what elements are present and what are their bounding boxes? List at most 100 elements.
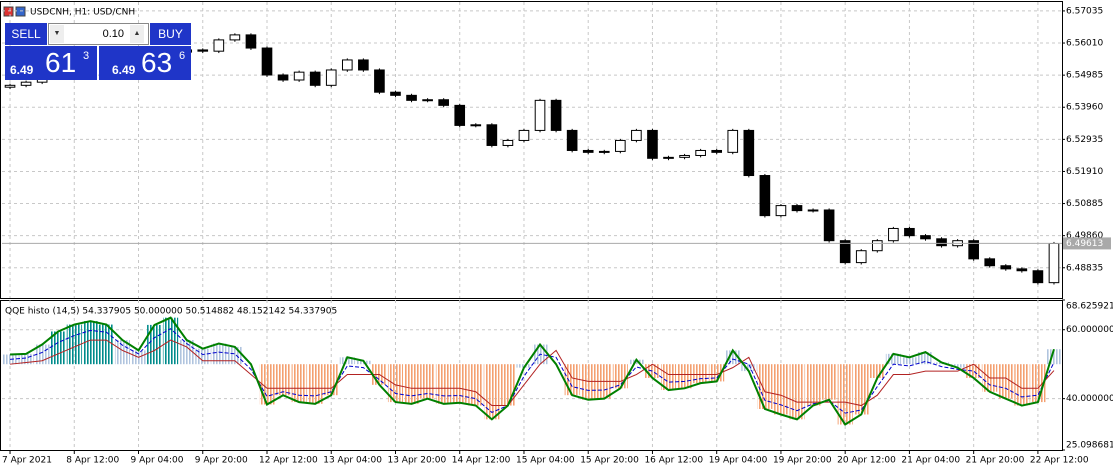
candle-body bbox=[197, 49, 209, 52]
candle-body bbox=[502, 139, 514, 146]
candle-body bbox=[277, 74, 289, 81]
symbol-icons bbox=[3, 6, 26, 17]
y-tick-label: 6.57035 bbox=[1066, 6, 1103, 16]
histogram-bar bbox=[660, 364, 677, 391]
candle-body bbox=[293, 71, 305, 81]
candle-body bbox=[807, 209, 819, 212]
candle-body bbox=[839, 240, 851, 264]
candle-body bbox=[791, 205, 803, 212]
x-tick-label: 13 Apr 04:00 bbox=[323, 456, 382, 466]
candle-body bbox=[213, 39, 225, 52]
histogram-bar bbox=[114, 340, 130, 365]
candle-body bbox=[775, 205, 787, 217]
x-tick-label: 21 Apr 20:00 bbox=[966, 456, 1025, 466]
lot-up[interactable]: ▲ bbox=[130, 25, 144, 43]
candle-body bbox=[984, 258, 996, 267]
x-tick-label: 12 Apr 12:00 bbox=[259, 456, 318, 466]
x-tick-label: 20 Apr 12:00 bbox=[837, 456, 896, 466]
sell-button[interactable]: SELL bbox=[5, 23, 47, 45]
histogram-bar bbox=[837, 364, 853, 425]
candle-body bbox=[823, 209, 835, 242]
y-tick-label: 40.000000 bbox=[1066, 394, 1113, 404]
histogram-bar bbox=[885, 353, 901, 365]
y-tick-label: 6.48835 bbox=[1066, 263, 1103, 273]
histogram-bar bbox=[484, 364, 500, 420]
candle-body bbox=[855, 250, 867, 264]
histogram-bar bbox=[307, 364, 323, 404]
x-tick-label: 7 Apr 2021 bbox=[2, 456, 52, 466]
histogram-bar bbox=[179, 340, 195, 365]
ask-box[interactable]: 6.49 63 6 bbox=[99, 46, 191, 80]
histogram-bar bbox=[18, 353, 34, 365]
y-tick-label: 6.49860 bbox=[1066, 231, 1103, 241]
last-price-box bbox=[1063, 237, 1111, 250]
candle-body bbox=[663, 156, 674, 159]
x-tick-label: 21 Apr 04:00 bbox=[901, 456, 960, 466]
lot-input[interactable]: 0.10 bbox=[48, 23, 149, 45]
ask-big: 63 bbox=[141, 47, 173, 78]
histogram-bar bbox=[998, 364, 1014, 399]
x-tick-label: 19 Apr 20:00 bbox=[773, 456, 832, 466]
candle-body bbox=[229, 34, 241, 41]
x-tick-label: 22 Apr 12:00 bbox=[1030, 456, 1089, 466]
histogram-bar bbox=[468, 364, 484, 406]
x-tick-label: 8 Apr 12:00 bbox=[66, 456, 119, 466]
histogram-bar bbox=[950, 364, 966, 368]
buy-button[interactable]: BUY bbox=[150, 23, 191, 45]
histogram-bar bbox=[741, 364, 757, 372]
histogram-bar bbox=[275, 364, 291, 396]
histogram-bar bbox=[853, 364, 869, 415]
histogram-bar bbox=[677, 364, 693, 389]
candle-body bbox=[470, 124, 482, 127]
indicator-line bbox=[9, 316, 1055, 426]
histogram-bar bbox=[805, 364, 821, 406]
histogram-bar bbox=[404, 364, 420, 404]
candle-body bbox=[695, 149, 706, 156]
candle-body bbox=[759, 175, 771, 217]
x-tick-label: 16 Apr 12:00 bbox=[644, 456, 703, 466]
y-tick-label: 68.625921 bbox=[1066, 302, 1113, 312]
histogram-bar bbox=[323, 364, 339, 396]
y-tick-label: 6.56010 bbox=[1066, 39, 1103, 49]
histogram-bar bbox=[291, 364, 307, 403]
candle-body bbox=[454, 104, 466, 126]
candle-body bbox=[358, 59, 369, 71]
candle-body bbox=[1032, 270, 1044, 284]
bid-box[interactable]: 6.49 61 3 bbox=[5, 46, 97, 80]
candle-body bbox=[631, 129, 642, 141]
candle-body bbox=[309, 71, 321, 86]
y-tick-label: 25.098681 bbox=[1066, 441, 1113, 451]
x-tick-label: 19 Apr 04:00 bbox=[709, 456, 768, 466]
candle-body bbox=[406, 94, 417, 101]
histogram-bar bbox=[420, 364, 436, 399]
candle-body bbox=[325, 69, 337, 86]
candle-body bbox=[1016, 268, 1028, 272]
histogram-bar bbox=[821, 364, 837, 400]
ask-small: 6 bbox=[179, 50, 186, 62]
y-tick-label: 6.54985 bbox=[1066, 71, 1103, 81]
histogram-bar bbox=[693, 364, 709, 384]
candle-body bbox=[871, 240, 883, 252]
histogram-bar bbox=[628, 359, 644, 365]
histogram-bar bbox=[580, 364, 596, 400]
candle-body bbox=[550, 99, 562, 131]
histogram-bar bbox=[163, 317, 179, 365]
indicator-line bbox=[9, 328, 1055, 414]
candle-body bbox=[4, 84, 16, 88]
histogram-bar bbox=[789, 364, 805, 420]
histogram-bar bbox=[339, 357, 355, 365]
candle-body bbox=[582, 149, 594, 153]
candle-body bbox=[534, 99, 546, 131]
indicator-line bbox=[9, 339, 1055, 407]
candle-body bbox=[566, 129, 578, 151]
histogram-bar bbox=[436, 364, 452, 404]
lot-down[interactable]: ▼ bbox=[50, 25, 64, 43]
candle-body bbox=[1000, 265, 1012, 270]
x-tick-label: 14 Apr 12:00 bbox=[452, 456, 511, 466]
bid-prefix: 6.49 bbox=[10, 63, 34, 77]
candle-body bbox=[727, 129, 739, 153]
y-tick-label: 6.53960 bbox=[1066, 103, 1103, 113]
candle-body bbox=[518, 129, 530, 141]
candle-body bbox=[615, 139, 626, 152]
